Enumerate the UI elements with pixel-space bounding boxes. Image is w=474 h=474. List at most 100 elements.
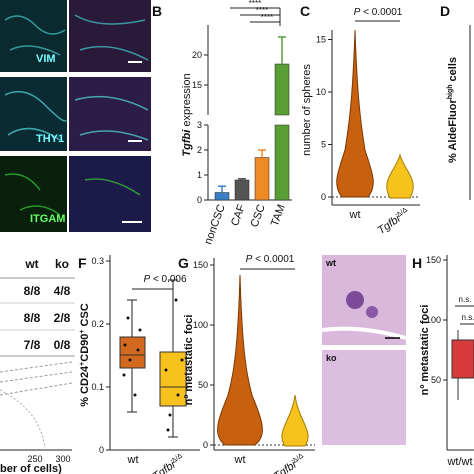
x-tick-label: 250 bbox=[27, 454, 42, 464]
significance: **** bbox=[249, 0, 261, 8]
x-tick-label: CSC bbox=[249, 203, 268, 229]
label-text: CD90 bbox=[79, 334, 91, 362]
panel-label: G bbox=[178, 255, 189, 271]
bar bbox=[274, 124, 290, 201]
micrograph bbox=[0, 77, 67, 151]
significance: n.s. bbox=[459, 295, 472, 304]
violin bbox=[217, 274, 263, 446]
y-tick-label: 100 bbox=[426, 315, 441, 325]
sup: high bbox=[447, 84, 454, 99]
bar bbox=[234, 179, 250, 201]
y-tick-label: 5 bbox=[321, 140, 326, 150]
significance: n.s. bbox=[462, 313, 474, 322]
image-label: wt bbox=[325, 258, 336, 268]
p-text: < 0.0001 bbox=[360, 7, 402, 18]
x-tick-label: wt bbox=[127, 454, 139, 466]
y-tick-label: 15 bbox=[316, 35, 326, 45]
gene: Tgfbi bbox=[181, 129, 193, 157]
significance: **** bbox=[256, 6, 268, 15]
bar bbox=[214, 192, 230, 201]
panel-g: G P < 0.0001 nº metastatic foci 0 50 100 15… bbox=[178, 254, 407, 474]
marker-label: VIM bbox=[36, 53, 56, 65]
x-tick-label: wt/wt bbox=[446, 456, 472, 468]
x-tick-label: TgfbiΔ/Δ bbox=[151, 452, 187, 474]
x-tick-label: TgfbiΔ/Δ bbox=[272, 452, 308, 474]
y-axis-label: nº metastatic foci bbox=[419, 305, 431, 396]
table-cell: 8/8 bbox=[24, 284, 41, 298]
y-tick-label: 20 bbox=[192, 50, 202, 60]
p: P bbox=[246, 254, 253, 265]
panel-label: B bbox=[152, 3, 162, 19]
marker-label: THY1 bbox=[36, 133, 64, 145]
panel-e: wt ko 8/8 4/8 8/8 2/8 7/8 0/8 250 300 ber of … bbox=[0, 257, 75, 474]
sup: Δ/Δ bbox=[171, 452, 185, 464]
p-value: P < 0.0001 bbox=[246, 254, 295, 265]
sup: Δ/Δ bbox=[396, 206, 410, 218]
table-cell: 7/8 bbox=[24, 338, 41, 352]
box bbox=[119, 336, 146, 369]
bar bbox=[254, 157, 270, 201]
panel-b: B Tgfbi expression **** **** **** 0 1 2 3 15… bbox=[152, 0, 292, 246]
y-axis-label: nº metastatic foci bbox=[183, 315, 195, 406]
label-text: % AldeFluor bbox=[447, 99, 459, 163]
table-cell: 8/8 bbox=[24, 311, 41, 325]
panel-a: VIM THY1 ITGAM bbox=[0, 0, 151, 232]
violin bbox=[386, 153, 414, 199]
panel-label: H bbox=[412, 255, 422, 271]
x-tick-label: nonCSC bbox=[202, 203, 228, 246]
histology-image bbox=[322, 350, 406, 445]
y-tick-label: 3 bbox=[197, 120, 202, 130]
y-tick-label: 150 bbox=[193, 260, 208, 270]
y-axis-label: Tgfbi expression bbox=[181, 73, 193, 156]
y-tick-label: 0 bbox=[197, 195, 202, 205]
p-text: < 0.0001 bbox=[252, 254, 294, 265]
micrograph bbox=[69, 77, 151, 151]
table-cell: 2/8 bbox=[54, 311, 71, 325]
x-tick-label: TgfbiΔ/Δ bbox=[376, 206, 412, 237]
sup: Δ/Δ bbox=[292, 452, 306, 464]
table-cell: 4/8 bbox=[54, 284, 71, 298]
x-tick-label: wt bbox=[234, 454, 246, 466]
p-value: P < 0.0001 bbox=[354, 7, 403, 18]
p: P bbox=[143, 274, 150, 285]
panel-label: F bbox=[78, 255, 87, 271]
violin bbox=[281, 394, 309, 447]
label-text: CSC bbox=[79, 303, 91, 329]
y-tick-label: 0.1 bbox=[91, 382, 104, 392]
table-header: ko bbox=[55, 257, 69, 271]
y-tick-label: 150 bbox=[426, 255, 441, 265]
y-tick-label: 15 bbox=[192, 80, 202, 90]
p: P bbox=[354, 7, 361, 18]
y-tick-label: 0.2 bbox=[91, 319, 104, 329]
label-text: % CD24 bbox=[79, 365, 91, 407]
y-tick-label: 0 bbox=[203, 440, 208, 450]
micrograph bbox=[0, 0, 67, 72]
x-tick-label: CAF bbox=[229, 203, 248, 228]
y-tick-label: 100 bbox=[193, 320, 208, 330]
table-header: wt bbox=[24, 257, 38, 271]
bar bbox=[274, 63, 290, 116]
y-tick-label: 50 bbox=[431, 375, 441, 385]
panel-label: C bbox=[300, 3, 310, 19]
label-text: cells bbox=[447, 57, 459, 85]
y-axis-label: % AldeFluorhigh cells bbox=[447, 57, 459, 163]
significance: **** bbox=[261, 13, 273, 22]
sup: + bbox=[79, 362, 86, 366]
image-label: ko bbox=[326, 353, 337, 363]
y-tick-label: 10 bbox=[316, 87, 326, 97]
panel-c: C P < 0.0001 number of spheres 0 5 10 15 wt… bbox=[300, 3, 420, 237]
y-tick-label: 0 bbox=[99, 445, 104, 455]
x-axis-label: ber of cells) bbox=[0, 463, 62, 474]
panel-d: D % AldeFluorhigh cells bbox=[440, 3, 471, 200]
table-cell: 0/8 bbox=[54, 338, 71, 352]
panel-f: F % CD24+CD90+ CSC 00.10.20.3 P < 0.006 … bbox=[78, 255, 200, 474]
y-axis-label: % CD24+CD90+ CSC bbox=[79, 303, 91, 407]
y-tick-label: 2 bbox=[197, 145, 202, 155]
sup: + bbox=[79, 330, 86, 334]
micrograph bbox=[69, 0, 151, 72]
x-tick-label: 300 bbox=[55, 454, 70, 464]
y-axis-label: number of spheres bbox=[301, 64, 313, 156]
label-text: expression bbox=[181, 73, 193, 129]
